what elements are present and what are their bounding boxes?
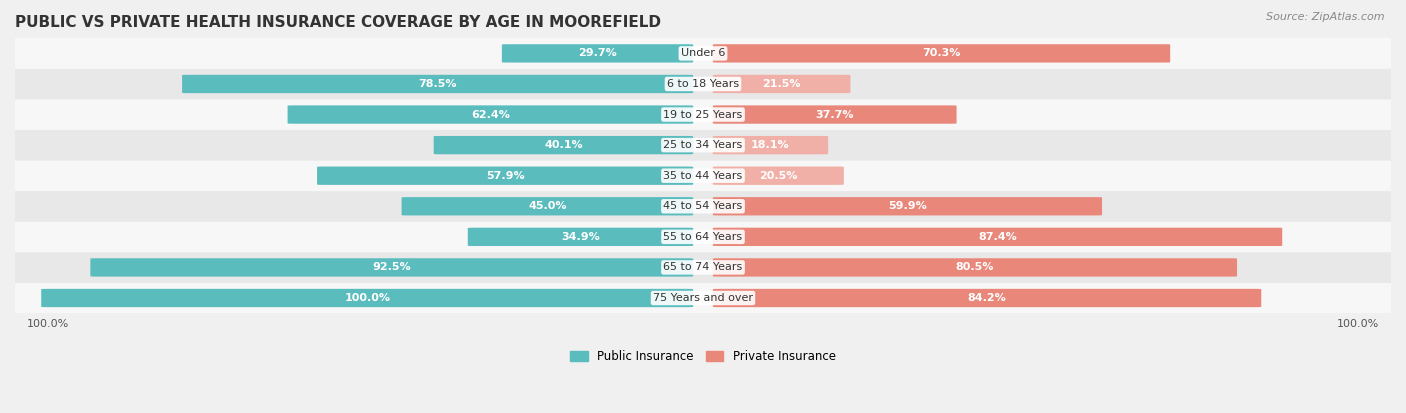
FancyBboxPatch shape [11,130,1395,161]
Text: 21.5%: 21.5% [762,79,801,89]
Text: 20.5%: 20.5% [759,171,797,181]
Text: 59.9%: 59.9% [889,201,927,211]
Text: 18.1%: 18.1% [751,140,790,150]
Text: 65 to 74 Years: 65 to 74 Years [664,262,742,273]
FancyBboxPatch shape [183,75,693,93]
FancyBboxPatch shape [713,44,1170,63]
FancyBboxPatch shape [713,289,1261,307]
Text: 35 to 44 Years: 35 to 44 Years [664,171,742,181]
Text: 37.7%: 37.7% [815,109,853,119]
Text: 80.5%: 80.5% [956,262,994,273]
FancyBboxPatch shape [288,105,693,124]
FancyBboxPatch shape [11,282,1395,313]
FancyBboxPatch shape [11,191,1395,222]
Text: 84.2%: 84.2% [967,293,1007,303]
FancyBboxPatch shape [11,160,1395,191]
Text: 40.1%: 40.1% [544,140,582,150]
FancyBboxPatch shape [713,258,1237,277]
Text: Source: ZipAtlas.com: Source: ZipAtlas.com [1267,12,1385,22]
Text: 100.0%: 100.0% [344,293,391,303]
FancyBboxPatch shape [713,75,851,93]
Text: 57.9%: 57.9% [486,171,524,181]
Text: 45 to 54 Years: 45 to 54 Years [664,201,742,211]
FancyBboxPatch shape [468,228,693,246]
FancyBboxPatch shape [11,221,1395,252]
Text: Under 6: Under 6 [681,48,725,58]
FancyBboxPatch shape [402,197,693,216]
Legend: Public Insurance, Private Insurance: Public Insurance, Private Insurance [565,346,841,368]
Text: PUBLIC VS PRIVATE HEALTH INSURANCE COVERAGE BY AGE IN MOOREFIELD: PUBLIC VS PRIVATE HEALTH INSURANCE COVER… [15,15,661,30]
Text: 87.4%: 87.4% [979,232,1017,242]
FancyBboxPatch shape [502,44,693,63]
Text: 75 Years and over: 75 Years and over [652,293,754,303]
Text: 34.9%: 34.9% [561,232,600,242]
FancyBboxPatch shape [11,252,1395,283]
FancyBboxPatch shape [90,258,693,277]
FancyBboxPatch shape [713,197,1102,216]
Text: 92.5%: 92.5% [373,262,411,273]
Text: 6 to 18 Years: 6 to 18 Years [666,79,740,89]
FancyBboxPatch shape [11,99,1395,130]
FancyBboxPatch shape [318,166,693,185]
Text: 62.4%: 62.4% [471,109,510,119]
Text: 70.3%: 70.3% [922,48,960,58]
Text: 55 to 64 Years: 55 to 64 Years [664,232,742,242]
Text: 19 to 25 Years: 19 to 25 Years [664,109,742,119]
FancyBboxPatch shape [11,38,1395,69]
Text: 45.0%: 45.0% [529,201,567,211]
FancyBboxPatch shape [433,136,693,154]
FancyBboxPatch shape [11,69,1395,100]
FancyBboxPatch shape [713,105,956,124]
FancyBboxPatch shape [41,289,693,307]
Text: 25 to 34 Years: 25 to 34 Years [664,140,742,150]
Text: 29.7%: 29.7% [578,48,617,58]
Text: 78.5%: 78.5% [419,79,457,89]
FancyBboxPatch shape [713,136,828,154]
FancyBboxPatch shape [713,166,844,185]
FancyBboxPatch shape [713,228,1282,246]
